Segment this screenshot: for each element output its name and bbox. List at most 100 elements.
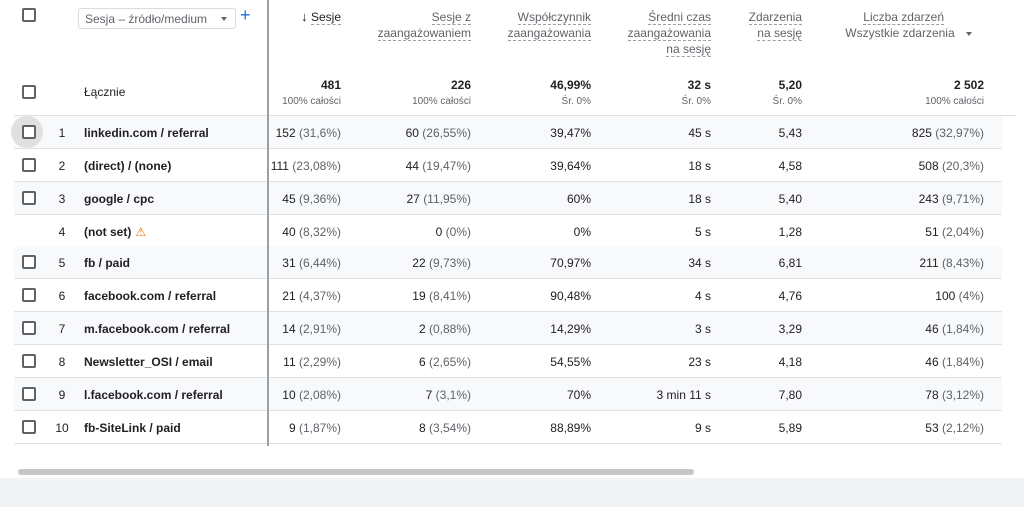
table-row[interactable]: 6 facebook.com / referral 21 (4,37%) 19 … (14, 279, 1002, 312)
row-dimension[interactable]: (direct) / (none) (84, 159, 171, 173)
cell-value: 60% (566, 192, 591, 206)
cell-value: 23 s (688, 355, 711, 369)
chevron-down-icon (221, 17, 227, 21)
cell-value: 51 (925, 225, 939, 239)
dimension-dropdown[interactable]: Sesja – źródło/medium (78, 8, 236, 29)
cell-value: 5,43 (778, 126, 802, 140)
cell-avg-engagement-time: 18 s (688, 159, 711, 173)
cell-engagement-rate: 90,48% (550, 289, 591, 303)
cell-events-per-session: 3,29 (779, 322, 802, 336)
row-checkbox[interactable] (22, 420, 36, 434)
cell-value: 45 (282, 192, 296, 206)
cell-event-count: 508 (20,3%) (919, 159, 984, 173)
column-header-engaged-sessions[interactable]: Sesje z zaangażowaniem (377, 10, 471, 41)
cell-value: 0 (435, 225, 443, 239)
cell-value: 19 (412, 289, 426, 303)
column-header-events-per-session[interactable]: Zdarzenia na sesję (748, 10, 802, 41)
row-dimension-label: google / cpc (84, 192, 155, 206)
table-row[interactable]: 2 (direct) / (none) 111 (23,08%) 44 (19,… (14, 149, 1002, 182)
cell-value: 100 (935, 289, 956, 303)
row-checkbox[interactable] (22, 288, 36, 302)
row-dimension-label: facebook.com / referral (84, 289, 217, 303)
cell-percent: (2,08%) (298, 388, 341, 402)
table-row[interactable]: 9 l.facebook.com / referral 10 (2,08%) 7… (14, 378, 1002, 411)
cell-engagement-rate: 39,64% (550, 159, 591, 173)
cell-value: 39,64% (550, 159, 591, 173)
row-index: 8 (58, 355, 66, 369)
table-row[interactable]: 1 linkedin.com / referral 152 (31,6%) 60… (11, 116, 1002, 149)
event-filter-dropdown[interactable]: Wszystkie zdarzenia (845, 25, 972, 41)
row-dimension[interactable]: Newsletter_OSI / email (84, 355, 213, 369)
select-all-visible-checkbox[interactable] (22, 8, 36, 22)
horizontal-scrollbar-thumb[interactable] (18, 469, 694, 475)
row-dimension[interactable]: l.facebook.com / referral (84, 388, 223, 402)
row-dimension-label: (not set) (84, 225, 132, 239)
row-dimension[interactable]: linkedin.com / referral (84, 126, 209, 140)
row-checkbox[interactable] (22, 387, 36, 401)
row-checkbox[interactable] (22, 191, 36, 205)
warning-icon[interactable]: ⚠ (135, 225, 147, 239)
row-dimension[interactable]: (not set) ⚠ (84, 225, 146, 239)
row-checkbox[interactable] (22, 321, 36, 335)
total-sub: 100% całości (925, 96, 984, 107)
table-row[interactable]: 10 fb-SiteLink / paid 9 (1,87%) 8 (3,54%… (14, 411, 1002, 444)
plus-icon[interactable]: + (240, 5, 251, 25)
cell-engagement-rate: 60% (567, 192, 591, 206)
cell-value: 8 (418, 421, 426, 435)
row-index: 5 (58, 256, 66, 270)
cell-value: 5,89 (778, 421, 802, 435)
row-dimension-label: Newsletter_OSI / email (84, 355, 213, 369)
cell-event-count: 46 (1,84%) (925, 322, 984, 336)
cell-value: 5,40 (778, 192, 802, 206)
total-sub: 100% całości (282, 96, 341, 107)
row-checkbox[interactable] (22, 125, 36, 139)
cell-value: 211 (919, 256, 939, 270)
total-sub: Śr. 0% (772, 96, 802, 107)
table-row[interactable]: 5 fb / paid 31 (6,44%) 22 (9,73%) 70,97%… (14, 246, 1002, 279)
cell-events-per-session: 5,40 (779, 192, 802, 206)
table-row[interactable]: 7 m.facebook.com / referral 14 (2,91%) 2… (14, 312, 1002, 345)
cell-engaged-sessions: 6 (2,65%) (419, 355, 471, 369)
cell-value: 4,18 (778, 355, 802, 369)
row-checkbox[interactable] (22, 255, 36, 269)
cell-engaged-sessions: 27 (11,95%) (406, 192, 471, 206)
column-header-avg-engagement-time[interactable]: Średni czas zaangażowania na sesję (627, 10, 711, 57)
row-checkbox[interactable] (22, 354, 36, 368)
table-row[interactable]: 3 google / cpc 45 (9,36%) 27 (11,95%) 60… (14, 182, 1002, 215)
column-header-sessions[interactable]: ↓ Sesje (301, 9, 341, 25)
cell-sessions: 14 (2,91%) (282, 322, 341, 336)
cell-value: 111 (270, 159, 289, 173)
row-dimension[interactable]: google / cpc (84, 192, 154, 206)
cell-value: 21 (282, 289, 296, 303)
cell-percent: (8,43%) (941, 256, 984, 270)
table-row[interactable]: 4 (not set) ⚠ 40 (8,32%) 0 (0%) 0% 5 s 1,… (14, 215, 1002, 248)
cell-value: 46 (925, 322, 939, 336)
table-row[interactable]: 8 Newsletter_OSI / email 11 (2,29%) 6 (2… (14, 345, 1002, 378)
cell-avg-engagement-time: 18 s (688, 192, 711, 206)
row-dimension[interactable]: fb-SiteLink / paid (84, 421, 181, 435)
column-divider[interactable] (267, 0, 269, 446)
row-index: 3 (58, 192, 66, 206)
column-header-event-count[interactable]: Liczba zdarzeń Wszystkie zdarzenia (845, 9, 972, 41)
cell-value: 39,47% (550, 126, 591, 140)
column-header-engagement-rate[interactable]: Współczynnik zaangażowania (507, 10, 591, 41)
row-dimension-label: l.facebook.com / referral (84, 388, 223, 402)
cell-events-per-session: 6,81 (779, 256, 802, 270)
cell-value: 11 (283, 355, 296, 369)
row-checkbox[interactable] (22, 158, 36, 172)
select-all-checkbox[interactable] (22, 85, 36, 99)
cell-events-per-session: 1,28 (779, 225, 802, 239)
cell-percent: (31,6%) (298, 126, 341, 140)
cell-value: 70,97% (550, 256, 591, 270)
cell-engagement-rate: 54,55% (550, 355, 591, 369)
cell-value: 90,48% (550, 289, 591, 303)
row-dimension-label: fb-SiteLink / paid (84, 421, 181, 435)
cell-percent: (4,37%) (298, 289, 341, 303)
cell-engaged-sessions: 22 (9,73%) (412, 256, 471, 270)
row-dimension[interactable]: fb / paid (84, 256, 130, 270)
row-dimension[interactable]: facebook.com / referral (84, 289, 216, 303)
cell-engaged-sessions: 60 (26,55%) (406, 126, 471, 140)
cell-value: 7 (425, 388, 433, 402)
row-dimension[interactable]: m.facebook.com / referral (84, 322, 230, 336)
cell-avg-engagement-time: 9 s (695, 421, 711, 435)
